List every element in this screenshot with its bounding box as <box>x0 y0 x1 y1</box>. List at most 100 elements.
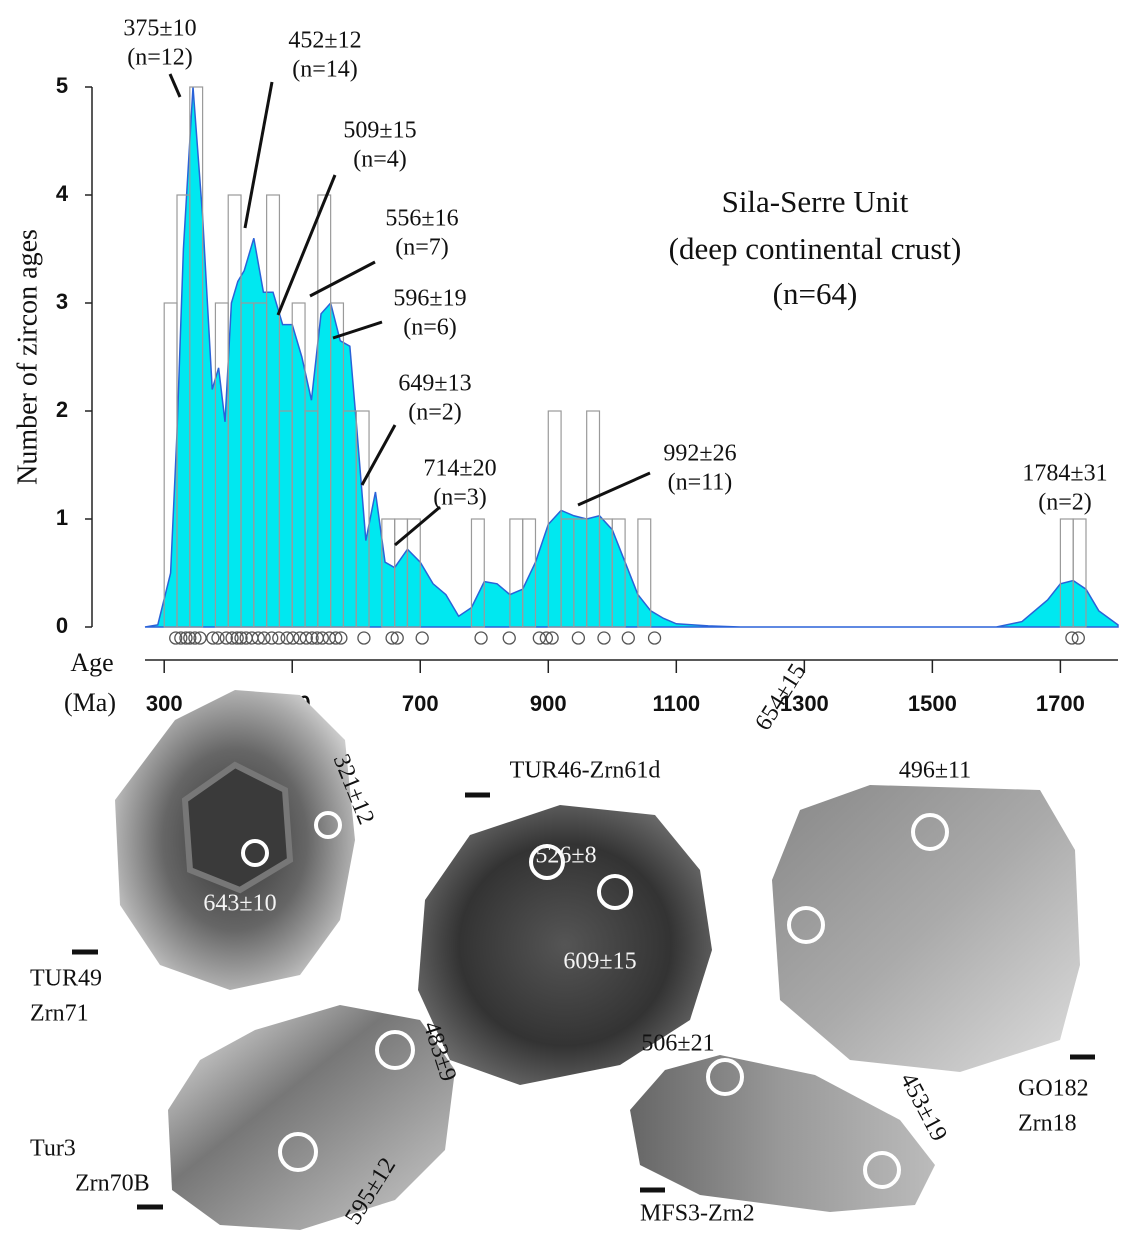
age-point <box>647 631 662 645</box>
age-point <box>545 631 559 645</box>
age-point <box>315 631 329 645</box>
age-point <box>385 631 399 645</box>
histogram-bar <box>189 86 204 628</box>
age-point <box>286 631 300 645</box>
analysis-spot <box>529 844 565 880</box>
age-point <box>225 631 239 645</box>
age-point <box>280 631 294 645</box>
age-point <box>234 631 248 645</box>
histogram-bar <box>470 518 485 628</box>
x-tick-label: 300 <box>146 691 183 716</box>
age-point <box>334 631 348 645</box>
age-point <box>169 631 183 645</box>
age-point <box>272 631 286 645</box>
x-tick-label: 1300 <box>780 691 829 716</box>
age-point <box>174 631 188 645</box>
zircon-grain <box>630 1055 935 1212</box>
age-point <box>251 631 265 645</box>
y-tick-label: 3 <box>56 289 68 314</box>
peak-label: 992±26 <box>663 441 736 467</box>
histogram-bar <box>611 518 626 628</box>
age-label: 643±10 <box>203 891 276 917</box>
age-point <box>597 631 611 645</box>
age-point <box>183 631 197 645</box>
histogram-bar <box>406 518 421 628</box>
age-point <box>299 631 313 645</box>
analysis-spot <box>911 813 949 851</box>
histogram-bar <box>1072 518 1087 628</box>
y-tick-label: 2 <box>56 397 68 422</box>
x-tick-label: 700 <box>402 691 439 716</box>
analysis-spot <box>863 1151 901 1189</box>
age-label: 526±8 <box>535 843 596 869</box>
peak-label: 452±12 <box>288 28 361 54</box>
peak-label: (n=6) <box>403 315 457 341</box>
histogram-bar <box>637 518 652 628</box>
y-tick-label: 0 <box>56 613 68 638</box>
peak-label: (n=14) <box>292 57 358 83</box>
leader-line <box>577 471 651 507</box>
age-point <box>390 631 404 645</box>
peak-label: 375±10 <box>123 16 196 42</box>
peak-label: (n=7) <box>395 235 449 261</box>
peak-label: 509±15 <box>343 118 416 144</box>
x-tick-label: 1700 <box>1036 691 1085 716</box>
sample-label: Zrn71 <box>30 1001 89 1027</box>
age-point <box>257 631 271 645</box>
sample-label: Tur3 <box>30 1136 76 1162</box>
chart-title: (n=64) <box>773 276 858 311</box>
age-point <box>206 631 220 645</box>
age-label: 609±15 <box>563 949 636 975</box>
age-point <box>474 631 488 645</box>
density-area <box>144 86 1119 628</box>
histogram-bar <box>522 518 537 628</box>
analysis-spot <box>706 1058 744 1096</box>
age-label: 496±11 <box>899 758 971 784</box>
y-tick-label: 1 <box>56 505 68 530</box>
leader-line <box>394 505 441 547</box>
age-point <box>571 631 586 645</box>
x-axis-label: (Ma) <box>64 688 116 717</box>
age-point <box>265 631 279 645</box>
peak-label: 649±13 <box>398 371 471 397</box>
age-label: 506±21 <box>641 1031 714 1057</box>
peak-label: (n=11) <box>668 470 733 496</box>
age-point <box>532 631 546 645</box>
x-axis-label: Age <box>70 648 113 677</box>
x-tick-label: 900 <box>530 691 567 716</box>
age-point <box>193 631 207 645</box>
y-tick-label: 4 <box>56 181 69 206</box>
age-point <box>219 631 233 645</box>
sample-label: GO182 <box>1018 1076 1089 1102</box>
sample-label: TUR46-Zrn61d <box>510 758 661 784</box>
y-axis-label: Number of zircon ages <box>12 229 43 485</box>
age-point <box>357 631 371 645</box>
sample-label: TUR49 <box>30 966 102 992</box>
leader-line <box>360 424 397 486</box>
leader-line <box>276 174 337 316</box>
x-tick-label: 1100 <box>652 691 700 716</box>
age-point <box>415 631 429 645</box>
x-tick-label: 1500 <box>908 691 957 716</box>
age-point <box>1071 631 1085 645</box>
y-tick-label: 5 <box>56 73 68 98</box>
leader-line <box>332 320 383 340</box>
age-point <box>230 631 244 645</box>
age-point <box>188 631 202 645</box>
peak-label: 714±20 <box>423 456 496 482</box>
analysis-spot <box>278 1132 318 1172</box>
age-point <box>502 631 516 645</box>
age-point <box>1065 631 1079 645</box>
analysis-spot <box>375 1030 415 1070</box>
leader-line <box>309 260 376 298</box>
zircon-grain <box>772 785 1080 1072</box>
leader-line <box>243 81 274 229</box>
peak-label: (n=12) <box>127 45 193 71</box>
sample-label: MFS3-Zrn2 <box>640 1201 755 1227</box>
peak-label: (n=4) <box>353 147 407 173</box>
zircon-grain <box>168 1005 455 1230</box>
analysis-spot <box>597 874 633 910</box>
chart-title: Sila-Serre Unit <box>722 184 909 219</box>
analysis-spot <box>241 839 269 867</box>
